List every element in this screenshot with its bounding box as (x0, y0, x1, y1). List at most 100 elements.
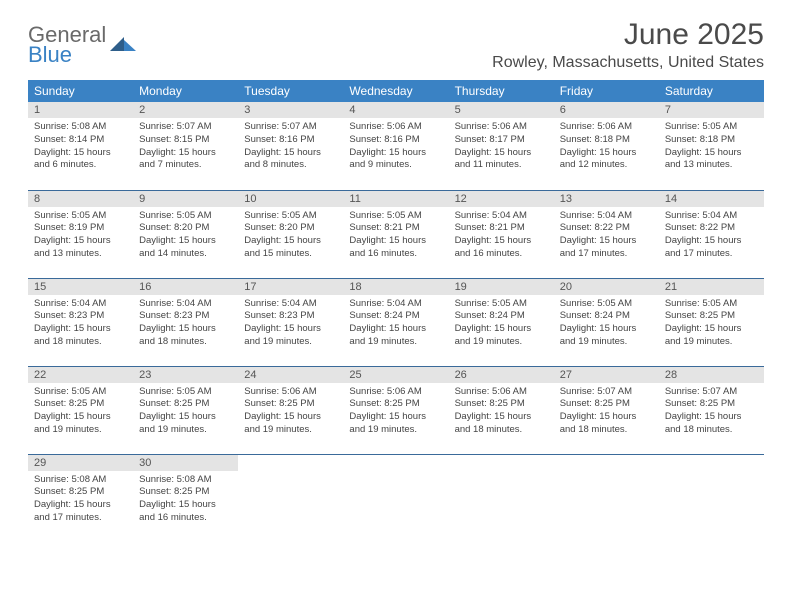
calendar-day-cell: 29Sunrise: 5:08 AMSunset: 8:25 PMDayligh… (28, 454, 133, 542)
calendar-day-cell: 17Sunrise: 5:04 AMSunset: 8:23 PMDayligh… (238, 278, 343, 366)
weekday-header-row: Sunday Monday Tuesday Wednesday Thursday… (28, 80, 764, 102)
day-number: 17 (238, 279, 343, 295)
calendar-day-cell: 27Sunrise: 5:07 AMSunset: 8:25 PMDayligh… (554, 366, 659, 454)
day-number: 25 (343, 367, 448, 383)
calendar-week-row: 1Sunrise: 5:08 AMSunset: 8:14 PMDaylight… (28, 102, 764, 190)
location-subtitle: Rowley, Massachusetts, United States (492, 54, 764, 72)
day-details: Sunrise: 5:08 AMSunset: 8:25 PMDaylight:… (133, 471, 238, 529)
day-number: 27 (554, 367, 659, 383)
title-block: June 2025 Rowley, Massachusetts, United … (492, 18, 764, 72)
day-details: Sunrise: 5:05 AMSunset: 8:21 PMDaylight:… (343, 207, 448, 265)
day-details: Sunrise: 5:06 AMSunset: 8:25 PMDaylight:… (449, 383, 554, 441)
calendar-day-cell: 30Sunrise: 5:08 AMSunset: 8:25 PMDayligh… (133, 454, 238, 542)
day-number: 30 (133, 455, 238, 471)
calendar-day-cell: 23Sunrise: 5:05 AMSunset: 8:25 PMDayligh… (133, 366, 238, 454)
day-details: Sunrise: 5:06 AMSunset: 8:18 PMDaylight:… (554, 118, 659, 176)
calendar-day-cell: 11Sunrise: 5:05 AMSunset: 8:21 PMDayligh… (343, 190, 448, 278)
weekday-header: Friday (554, 80, 659, 102)
calendar-day-cell: 19Sunrise: 5:05 AMSunset: 8:24 PMDayligh… (449, 278, 554, 366)
day-number: 22 (28, 367, 133, 383)
day-number: 5 (449, 102, 554, 118)
day-details: Sunrise: 5:07 AMSunset: 8:25 PMDaylight:… (554, 383, 659, 441)
day-number: 9 (133, 191, 238, 207)
calendar-day-cell: 14Sunrise: 5:04 AMSunset: 8:22 PMDayligh… (659, 190, 764, 278)
day-details: Sunrise: 5:05 AMSunset: 8:20 PMDaylight:… (238, 207, 343, 265)
day-number: 16 (133, 279, 238, 295)
day-details: Sunrise: 5:05 AMSunset: 8:24 PMDaylight:… (554, 295, 659, 353)
calendar-day-cell (343, 454, 448, 542)
calendar-page: General Blue June 2025 Rowley, Massachus… (0, 0, 792, 542)
day-details: Sunrise: 5:07 AMSunset: 8:25 PMDaylight:… (659, 383, 764, 441)
day-number: 2 (133, 102, 238, 118)
calendar-day-cell: 7Sunrise: 5:05 AMSunset: 8:18 PMDaylight… (659, 102, 764, 190)
month-title: June 2025 (492, 18, 764, 52)
calendar-week-row: 29Sunrise: 5:08 AMSunset: 8:25 PMDayligh… (28, 454, 764, 542)
calendar-day-cell: 4Sunrise: 5:06 AMSunset: 8:16 PMDaylight… (343, 102, 448, 190)
day-details: Sunrise: 5:06 AMSunset: 8:17 PMDaylight:… (449, 118, 554, 176)
day-number: 14 (659, 191, 764, 207)
day-details: Sunrise: 5:04 AMSunset: 8:22 PMDaylight:… (659, 207, 764, 265)
day-number: 10 (238, 191, 343, 207)
brand-mark-icon (110, 33, 136, 60)
calendar-day-cell: 3Sunrise: 5:07 AMSunset: 8:16 PMDaylight… (238, 102, 343, 190)
calendar-day-cell (659, 454, 764, 542)
day-number: 23 (133, 367, 238, 383)
calendar-day-cell: 20Sunrise: 5:05 AMSunset: 8:24 PMDayligh… (554, 278, 659, 366)
day-details: Sunrise: 5:07 AMSunset: 8:16 PMDaylight:… (238, 118, 343, 176)
day-number: 8 (28, 191, 133, 207)
day-details: Sunrise: 5:04 AMSunset: 8:24 PMDaylight:… (343, 295, 448, 353)
day-details: Sunrise: 5:06 AMSunset: 8:25 PMDaylight:… (238, 383, 343, 441)
day-number: 15 (28, 279, 133, 295)
day-details: Sunrise: 5:04 AMSunset: 8:23 PMDaylight:… (28, 295, 133, 353)
day-number: 13 (554, 191, 659, 207)
day-details: Sunrise: 5:07 AMSunset: 8:15 PMDaylight:… (133, 118, 238, 176)
day-number: 11 (343, 191, 448, 207)
brand-word-2: Blue (28, 44, 106, 66)
calendar-week-row: 22Sunrise: 5:05 AMSunset: 8:25 PMDayligh… (28, 366, 764, 454)
weekday-header: Sunday (28, 80, 133, 102)
weekday-header: Thursday (449, 80, 554, 102)
calendar-day-cell: 22Sunrise: 5:05 AMSunset: 8:25 PMDayligh… (28, 366, 133, 454)
day-number: 12 (449, 191, 554, 207)
calendar-table: Sunday Monday Tuesday Wednesday Thursday… (28, 80, 764, 542)
day-details: Sunrise: 5:04 AMSunset: 8:23 PMDaylight:… (133, 295, 238, 353)
day-details: Sunrise: 5:06 AMSunset: 8:25 PMDaylight:… (343, 383, 448, 441)
calendar-day-cell: 26Sunrise: 5:06 AMSunset: 8:25 PMDayligh… (449, 366, 554, 454)
day-details: Sunrise: 5:05 AMSunset: 8:19 PMDaylight:… (28, 207, 133, 265)
day-details: Sunrise: 5:05 AMSunset: 8:20 PMDaylight:… (133, 207, 238, 265)
day-number: 29 (28, 455, 133, 471)
calendar-day-cell: 8Sunrise: 5:05 AMSunset: 8:19 PMDaylight… (28, 190, 133, 278)
calendar-day-cell: 13Sunrise: 5:04 AMSunset: 8:22 PMDayligh… (554, 190, 659, 278)
page-header: General Blue June 2025 Rowley, Massachus… (28, 18, 764, 72)
day-number: 20 (554, 279, 659, 295)
brand-logo: General Blue (28, 18, 136, 66)
calendar-day-cell: 5Sunrise: 5:06 AMSunset: 8:17 PMDaylight… (449, 102, 554, 190)
day-details: Sunrise: 5:06 AMSunset: 8:16 PMDaylight:… (343, 118, 448, 176)
calendar-day-cell: 1Sunrise: 5:08 AMSunset: 8:14 PMDaylight… (28, 102, 133, 190)
calendar-day-cell: 15Sunrise: 5:04 AMSunset: 8:23 PMDayligh… (28, 278, 133, 366)
calendar-day-cell: 21Sunrise: 5:05 AMSunset: 8:25 PMDayligh… (659, 278, 764, 366)
day-details: Sunrise: 5:04 AMSunset: 8:23 PMDaylight:… (238, 295, 343, 353)
calendar-day-cell: 18Sunrise: 5:04 AMSunset: 8:24 PMDayligh… (343, 278, 448, 366)
calendar-day-cell: 28Sunrise: 5:07 AMSunset: 8:25 PMDayligh… (659, 366, 764, 454)
day-number: 1 (28, 102, 133, 118)
day-number: 3 (238, 102, 343, 118)
day-number: 18 (343, 279, 448, 295)
calendar-day-cell (238, 454, 343, 542)
calendar-day-cell: 16Sunrise: 5:04 AMSunset: 8:23 PMDayligh… (133, 278, 238, 366)
day-number: 4 (343, 102, 448, 118)
weekday-header: Tuesday (238, 80, 343, 102)
day-details: Sunrise: 5:05 AMSunset: 8:25 PMDaylight:… (28, 383, 133, 441)
calendar-day-cell (554, 454, 659, 542)
calendar-week-row: 8Sunrise: 5:05 AMSunset: 8:19 PMDaylight… (28, 190, 764, 278)
day-details: Sunrise: 5:05 AMSunset: 8:24 PMDaylight:… (449, 295, 554, 353)
weekday-header: Monday (133, 80, 238, 102)
calendar-day-cell (449, 454, 554, 542)
day-number: 6 (554, 102, 659, 118)
day-details: Sunrise: 5:05 AMSunset: 8:18 PMDaylight:… (659, 118, 764, 176)
day-details: Sunrise: 5:05 AMSunset: 8:25 PMDaylight:… (133, 383, 238, 441)
day-number: 21 (659, 279, 764, 295)
day-number: 24 (238, 367, 343, 383)
day-number: 28 (659, 367, 764, 383)
weekday-header: Wednesday (343, 80, 448, 102)
